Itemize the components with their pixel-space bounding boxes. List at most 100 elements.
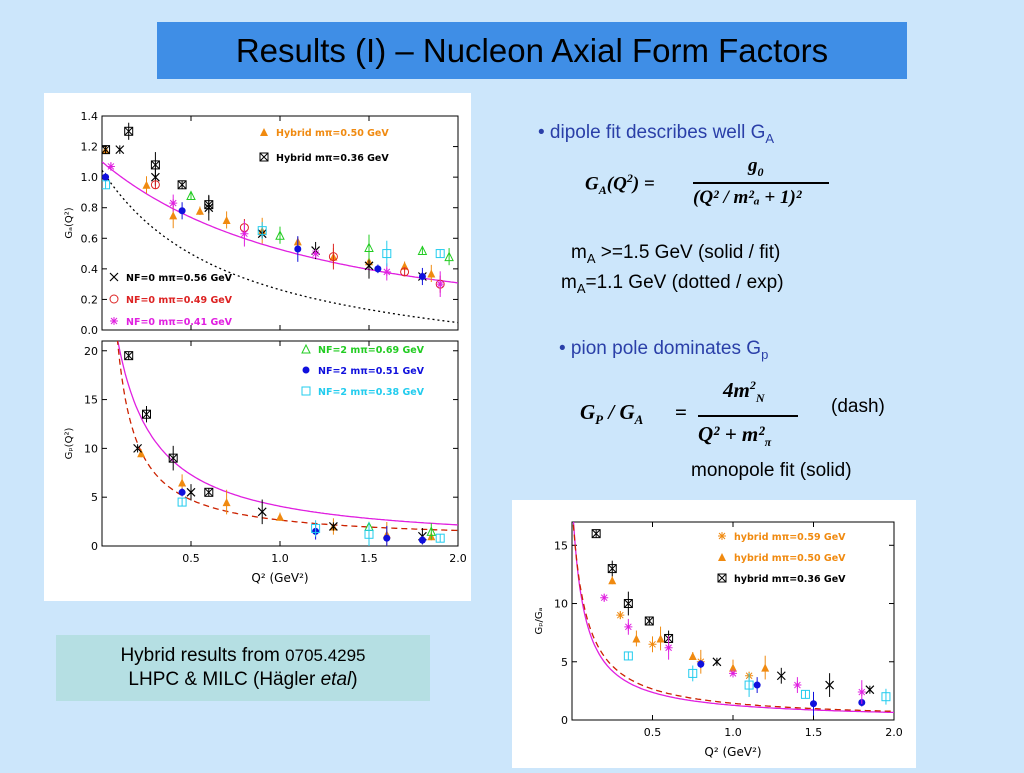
bullet-dipole-text: • dipole fit describes well G xyxy=(538,122,766,143)
data-point xyxy=(374,265,382,273)
formula2-den: Q² + m² xyxy=(698,422,765,446)
formula1-arg-sup: 2 xyxy=(626,171,633,185)
monopole-label: monopole fit (solid) xyxy=(691,460,852,481)
data-point xyxy=(102,173,110,181)
data-point xyxy=(240,229,249,238)
y-tick-label: 15 xyxy=(554,539,568,552)
formula2-fraction-bar xyxy=(698,415,798,417)
formula1-arg-close: ) = xyxy=(632,173,655,195)
series-5 xyxy=(623,651,891,705)
ma-line1-sub: A xyxy=(586,250,596,266)
x-tick-label: 1.5 xyxy=(805,726,823,739)
legend-label: NF=2 mπ=0.69 GeV xyxy=(318,345,425,356)
note-line-2: LHPC & MILC (Hägler etal) xyxy=(56,669,430,691)
data-point xyxy=(137,449,146,458)
data-point xyxy=(664,643,673,652)
ma-line2-b: =1.1 GeV (dotted / exp) xyxy=(585,272,784,293)
bullet-pion: • pion pole dominates Gp xyxy=(559,338,768,362)
data-point xyxy=(793,681,802,690)
formula2-mid: / G xyxy=(603,400,635,424)
dash-label: (dash) xyxy=(831,396,885,417)
data-point xyxy=(311,249,320,258)
y-tick-label: 0.6 xyxy=(81,232,99,245)
legend-label: NF=0 mπ=0.49 GeV xyxy=(126,295,233,306)
series-1 xyxy=(608,576,770,680)
pion-formula: GP / GA = 4m2N Q² + m²π xyxy=(580,378,820,454)
legend-marker xyxy=(302,366,310,374)
formula2-num: 4m xyxy=(723,378,750,402)
data-point-x xyxy=(124,351,134,360)
formula1-num-sub: 0 xyxy=(757,164,764,179)
series-4 xyxy=(697,660,866,716)
data-point xyxy=(275,230,285,240)
dipole-fit-solid xyxy=(102,161,458,284)
y-tick-label: 0 xyxy=(91,540,98,553)
data-point xyxy=(106,162,115,171)
data-point xyxy=(222,215,231,224)
data-point-box xyxy=(623,599,633,609)
data-point xyxy=(177,180,187,190)
y-tick-label: 1.0 xyxy=(81,171,99,184)
data-point-x xyxy=(644,616,654,626)
legend-label: NF=0 mπ=0.41 GeV xyxy=(126,317,233,328)
data-point xyxy=(729,663,737,672)
data-point xyxy=(364,261,374,271)
data-point xyxy=(142,409,151,419)
formula2-den-sub: π xyxy=(764,435,772,450)
data-point-x xyxy=(142,409,151,419)
y-axis-label: Gₚ(Q²) xyxy=(64,428,75,460)
legend-label: NF=2 mπ=0.51 GeV xyxy=(318,366,425,377)
data-point xyxy=(133,443,143,453)
plot-GpGA: 0 5 10 15 0.5 1.0 1.5 2.0 Q² (GeV²) Gₚ/Gₐ hybrid m… xyxy=(534,521,903,759)
legend-label: hybrid mπ=0.50 GeV xyxy=(734,553,846,564)
data-point-x xyxy=(591,529,601,539)
series-6 xyxy=(600,593,866,704)
data-point xyxy=(294,245,302,253)
legend-marker-box xyxy=(717,573,727,583)
data-point-box xyxy=(591,529,601,539)
data-point xyxy=(150,180,160,190)
legend-marker-box xyxy=(259,152,269,162)
data-point-x xyxy=(204,487,214,497)
data-point xyxy=(688,668,698,678)
data-point xyxy=(418,536,426,544)
x-tick-label: 0.5 xyxy=(644,726,662,739)
data-point xyxy=(328,522,338,531)
plot-curves xyxy=(572,522,894,716)
x-tick-label: 2.0 xyxy=(885,726,903,739)
data-point xyxy=(623,599,633,609)
data-point-box xyxy=(142,409,151,419)
legend-label: NF=0 mπ=0.56 GeV xyxy=(126,273,233,284)
data-point xyxy=(257,226,267,236)
data-point xyxy=(426,526,437,536)
series-0 xyxy=(124,351,214,497)
series-2 xyxy=(115,145,427,281)
data-point xyxy=(427,269,436,278)
formula2-eq: = xyxy=(675,400,687,424)
data-point xyxy=(435,533,445,543)
y-tick-label: 20 xyxy=(84,345,98,358)
plot-GA: 0.0 0.2 0.4 0.6 0.8 1.0 1.2 1.4 Gₐ(Q²) Hybrid mπ=… xyxy=(64,110,459,337)
y-tick-label: 1.2 xyxy=(81,141,99,154)
data-point xyxy=(623,651,633,661)
series-5 xyxy=(186,190,454,266)
formula2-lhs-sub2: A xyxy=(634,412,644,428)
series-1 xyxy=(102,122,214,214)
data-point xyxy=(222,498,231,507)
data-point xyxy=(776,671,786,681)
bullet-pion-text: • pion pole dominates G xyxy=(559,338,762,359)
data-point xyxy=(382,249,392,259)
data-point xyxy=(761,663,770,672)
formula2-num-sub: N xyxy=(755,391,765,406)
data-point-x xyxy=(623,599,633,608)
data-point xyxy=(857,688,866,697)
ma-line1-b: >=1.5 GeV (solid / fit) xyxy=(595,242,781,263)
data-point xyxy=(729,669,737,678)
legend-label: hybrid mπ=0.59 GeV xyxy=(734,532,846,543)
data-point xyxy=(204,487,214,497)
data-point xyxy=(186,190,196,200)
formula1-fraction-bar xyxy=(693,182,829,184)
data-point xyxy=(744,680,754,690)
data-point-x xyxy=(102,145,110,154)
data-point xyxy=(624,622,633,631)
